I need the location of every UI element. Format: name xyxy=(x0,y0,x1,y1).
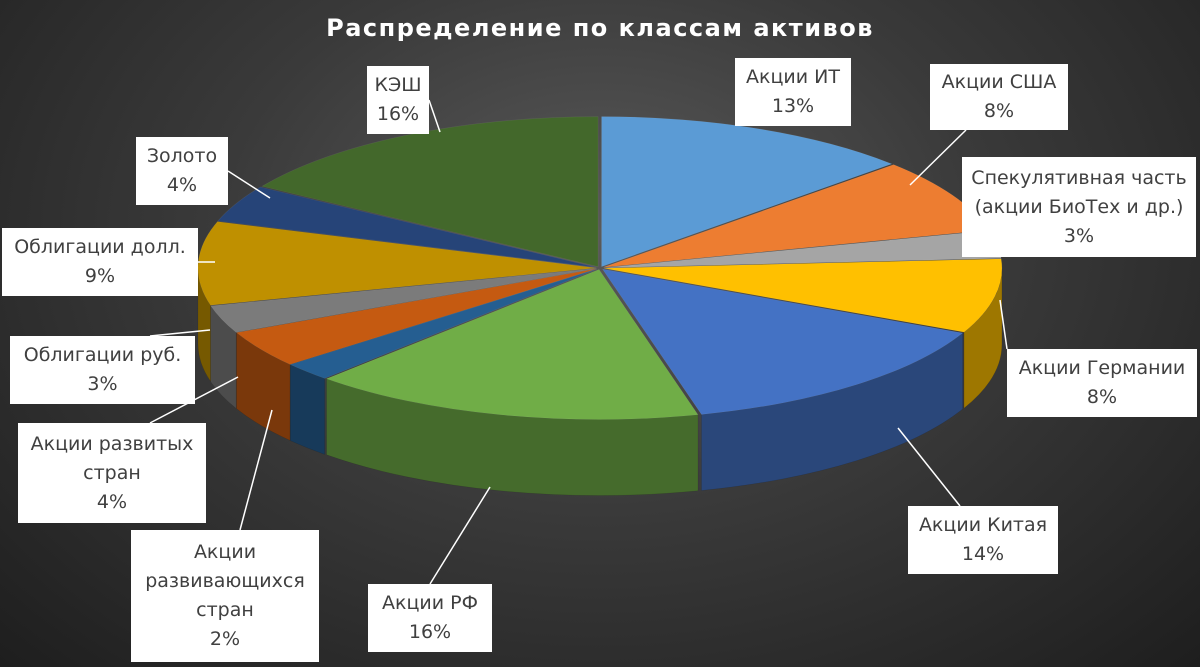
data-label-germany: Акции Германии 8% xyxy=(1007,349,1197,417)
data-label-value: 8% xyxy=(1086,386,1118,408)
data-label-rf: Акции РФ 16% xyxy=(368,584,492,652)
data-label-cash: КЭШ 16% xyxy=(367,66,429,134)
data-label-name: Акции ИТ xyxy=(746,66,840,88)
data-label-emerging: Акции развивающихся стран 2% xyxy=(131,530,319,662)
data-label-usa: Акции США 8% xyxy=(930,64,1068,130)
data-label-name: Акции развитых xyxy=(30,432,194,455)
data-label-name: Акции РФ xyxy=(382,592,478,614)
data-label-name: Акции xyxy=(193,541,257,563)
pie-depth-layer xyxy=(197,267,1003,496)
pie-slice-side xyxy=(290,364,325,455)
leader-line xyxy=(999,299,1008,350)
pie-slice xyxy=(601,116,893,268)
pie-slice xyxy=(603,258,1003,333)
data-label-gold: Золото 4% xyxy=(136,137,228,205)
leader-line xyxy=(239,409,273,531)
leader-line xyxy=(897,427,961,507)
data-label-name: стран xyxy=(196,599,254,621)
data-label-name: развивающихся xyxy=(145,570,305,592)
leader-line xyxy=(429,486,491,585)
data-label-name: Облигации руб. xyxy=(23,344,182,366)
pie-slice xyxy=(197,221,597,306)
data-label-value: 8% xyxy=(983,100,1015,122)
data-label-name: Спекулятивная часть xyxy=(971,166,1187,189)
pie-slice xyxy=(217,186,597,268)
data-label-value: 4% xyxy=(166,174,198,196)
data-label-name: Акции США xyxy=(941,71,1057,93)
data-label-value: 9% xyxy=(84,265,116,287)
data-label-name: (акции БиоТех и др.) xyxy=(974,195,1184,218)
data-label-name: КЭШ xyxy=(374,74,422,96)
data-label-developed: Акции развитых стран 4% xyxy=(18,423,206,523)
leader-line xyxy=(149,329,211,337)
data-label-name: стран xyxy=(83,461,141,484)
data-label-name: Акции Германии xyxy=(1018,357,1186,379)
data-label-value: 3% xyxy=(87,373,118,395)
leader-line xyxy=(227,170,271,199)
data-label-china: Акции Китая 14% xyxy=(908,506,1058,574)
pie-top-layer xyxy=(197,116,1003,420)
leader-line xyxy=(909,129,967,186)
data-label-value: 14% xyxy=(961,543,1005,565)
leader-lines xyxy=(149,99,1008,585)
data-label-name: Облигации долл. xyxy=(14,236,186,258)
data-label-name: Золото xyxy=(146,145,218,167)
data-label-speculative: Спекулятивная часть (акции БиоТех и др.)… xyxy=(962,157,1196,257)
pie-slice xyxy=(210,268,597,333)
data-label-value: 13% xyxy=(771,95,815,117)
data-label-bonds-rub: Облигации руб. 3% xyxy=(10,336,195,404)
leader-line xyxy=(428,99,441,133)
pie-slice xyxy=(325,269,699,420)
pie-slice xyxy=(601,268,964,415)
pie-slice xyxy=(289,268,598,379)
pie-slice xyxy=(261,116,599,268)
data-label-value: 4% xyxy=(96,490,128,513)
chart-title: Распределение по классам активов xyxy=(326,14,874,42)
data-label-value: 3% xyxy=(1063,224,1095,247)
data-label-name: Акции Китая xyxy=(918,514,1048,536)
data-label-value: 2% xyxy=(209,628,241,650)
data-label-bonds-usd: Облигации долл. 9% xyxy=(2,228,198,296)
data-label-value: 16% xyxy=(408,621,452,643)
data-label-value: 16% xyxy=(376,103,420,125)
pie-slice xyxy=(235,268,597,365)
data-label-it: Акции ИТ 13% xyxy=(735,58,851,126)
